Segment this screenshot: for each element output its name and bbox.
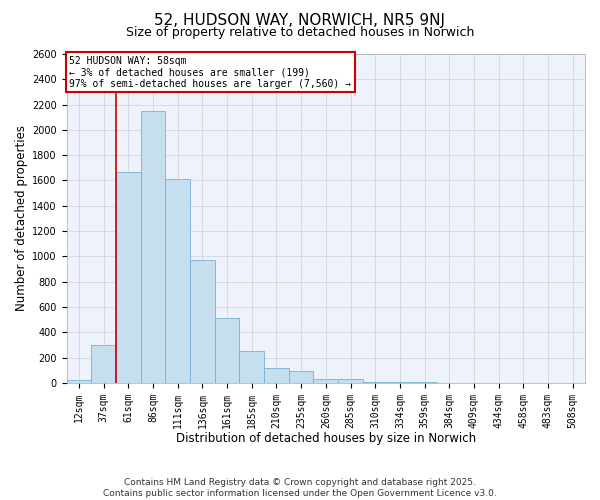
Bar (363, 382, 388, 383)
Bar (313, 379, 338, 383)
Bar (289, 371, 313, 383)
Bar (116, 172, 140, 383)
Bar (166, 179, 190, 383)
Bar (91, 345, 116, 383)
Bar (140, 111, 166, 383)
Text: 52, HUDSON WAY, NORWICH, NR5 9NJ: 52, HUDSON WAY, NORWICH, NR5 9NJ (155, 12, 445, 28)
Bar (264, 368, 289, 383)
Text: Contains HM Land Registry data © Crown copyright and database right 2025.
Contai: Contains HM Land Registry data © Crown c… (103, 478, 497, 498)
Bar (67, 380, 91, 383)
Text: 52 HUDSON WAY: 58sqm
← 3% of detached houses are smaller (199)
97% of semi-detac: 52 HUDSON WAY: 58sqm ← 3% of detached ho… (69, 56, 351, 89)
Bar (215, 318, 239, 383)
X-axis label: Distribution of detached houses by size in Norwich: Distribution of detached houses by size … (176, 432, 476, 445)
Bar (190, 260, 215, 383)
Text: Size of property relative to detached houses in Norwich: Size of property relative to detached ho… (126, 26, 474, 39)
Bar (239, 351, 264, 383)
Y-axis label: Number of detached properties: Number of detached properties (15, 126, 28, 312)
Bar (388, 382, 412, 383)
Bar (338, 379, 363, 383)
